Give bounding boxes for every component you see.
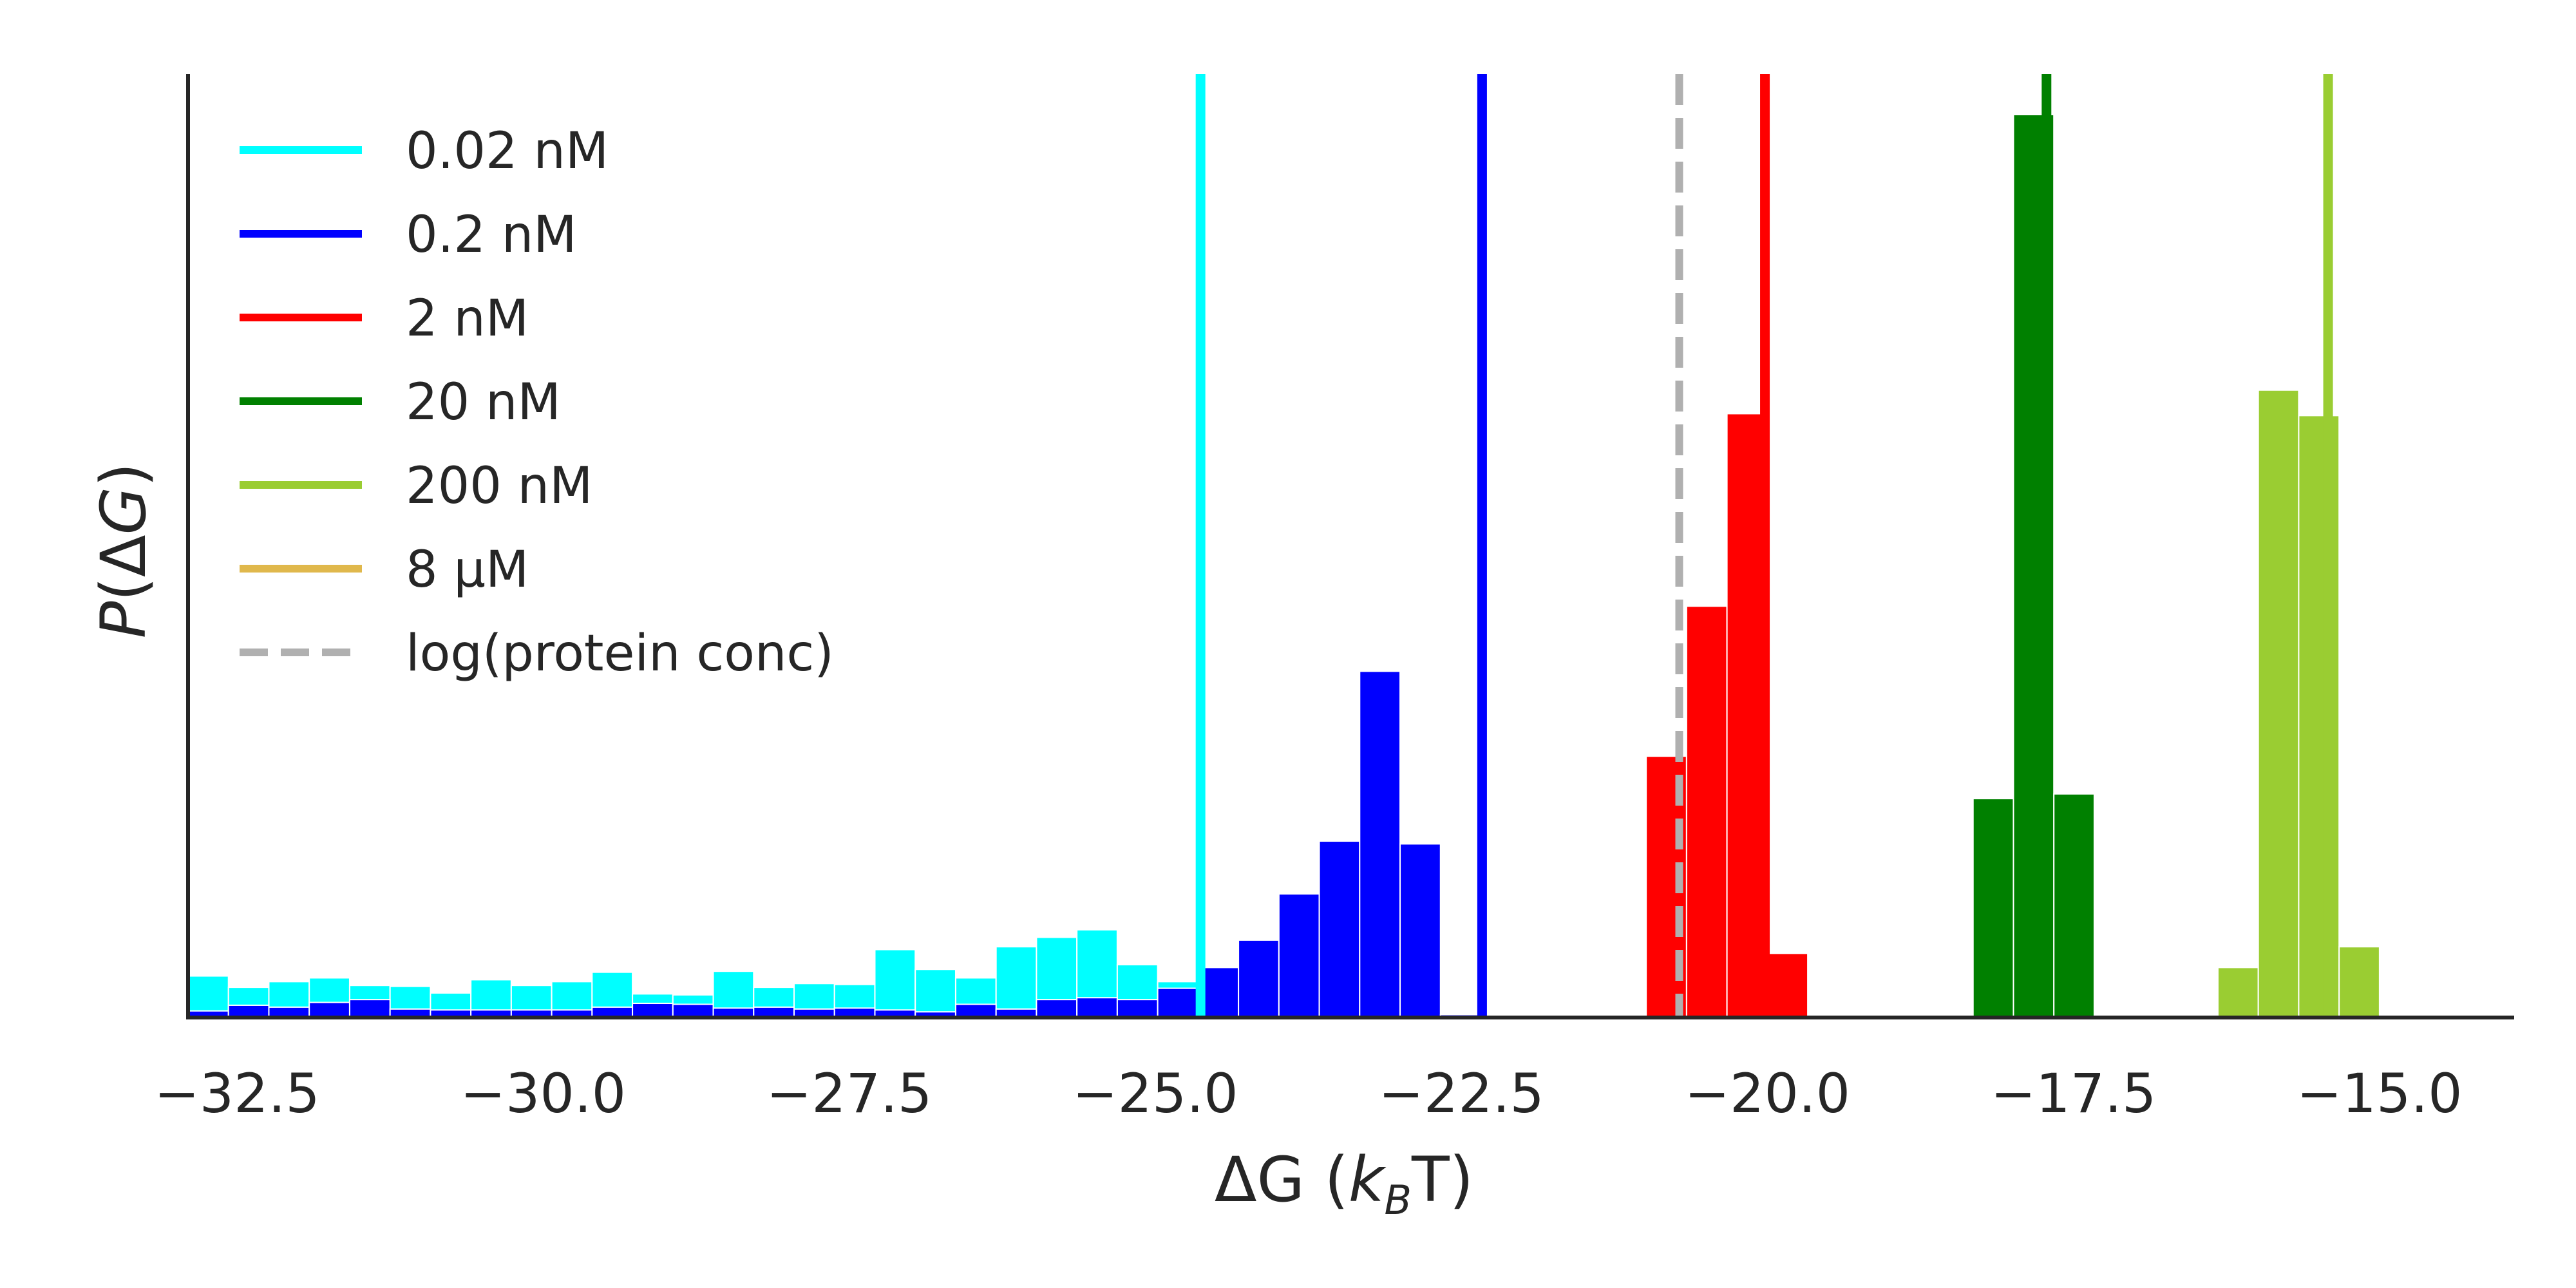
legend-label: 0.02 nM xyxy=(406,122,609,180)
legend-label: 8 μM xyxy=(406,541,529,599)
legend-item-200-nm: 200 nM xyxy=(240,457,592,515)
x-tick-label: −17.5 xyxy=(1991,1062,2156,1125)
legend-label: 2 nM xyxy=(406,290,529,348)
bar-0-2-nm-21 xyxy=(1036,999,1078,1019)
bar-0-2-nm-11 xyxy=(632,1003,674,1019)
bar-0-02-nm-17 xyxy=(874,949,916,1019)
bar-0-2-nm-29 xyxy=(1359,670,1401,1018)
bar-0-2-nm-30 xyxy=(1399,843,1441,1018)
bar-0-2-nm-24 xyxy=(1157,987,1199,1018)
legend-label: 200 nM xyxy=(406,457,592,515)
bar-0-2-nm-19 xyxy=(954,1003,997,1018)
legend-item-2-nm: 2 nM xyxy=(240,290,529,348)
x-tick-label: −20.0 xyxy=(1685,1062,1850,1125)
legend-item-0-2-nm: 0.2 nM xyxy=(240,206,577,264)
bar-200-nm-1 xyxy=(2257,389,2300,1018)
x-tick-label: −27.5 xyxy=(766,1062,932,1125)
bar-0-2-nm-3 xyxy=(308,1001,350,1019)
x-tick-label: −25.0 xyxy=(1072,1062,1238,1125)
bar-0-2-nm-12 xyxy=(672,1003,714,1018)
legend-item-log-protein-conc: log(protein conc) xyxy=(240,625,834,683)
x-tick-label: −30.0 xyxy=(460,1062,626,1125)
bar-0-2-nm-4 xyxy=(348,999,391,1019)
vertical-lines xyxy=(1195,74,2333,1018)
bar-0-2-nm-23 xyxy=(1116,999,1159,1019)
bar-200-nm-2 xyxy=(2298,415,2340,1018)
bar-200-nm-3 xyxy=(2338,946,2380,1018)
legend-item-0-02-nm: 0.02 nM xyxy=(240,122,609,180)
legend-label: log(protein conc) xyxy=(406,625,834,683)
bar-2-nm-1 xyxy=(1685,605,1728,1018)
legend: 0.02 nM 0.2 nM 2 nM 20 nM 200 nM 8 μM log(prot… xyxy=(240,122,834,683)
x-tick-labels: −32.5 −30.0 −27.5 −25.0 −22.5 −20.0 −17.5 −15.0 xyxy=(154,1062,2462,1125)
legend-label: 20 nM xyxy=(406,374,561,431)
x-tick-label: −32.5 xyxy=(154,1062,319,1125)
x-tick-label: −15.0 xyxy=(2297,1062,2462,1125)
legend-item-20-nm: 20 nM xyxy=(240,374,561,431)
x-axis-label: ΔG (kBT) xyxy=(1215,1144,1473,1224)
bar-0-2-nm-26 xyxy=(1238,939,1280,1018)
legend-item-8-m: 8 μM xyxy=(240,541,529,599)
bar-0-2-nm-22 xyxy=(1076,997,1118,1018)
histogram-bars xyxy=(187,113,2380,1019)
bar-0-2-nm-28 xyxy=(1318,840,1361,1019)
y-axis-label: P(ΔG) xyxy=(88,463,160,639)
legend-label: 0.2 nM xyxy=(406,206,577,264)
bar-200-nm-0 xyxy=(2217,967,2259,1018)
bar-20-nm-2 xyxy=(2053,793,2095,1019)
bar-20-nm-0 xyxy=(1972,798,2014,1018)
bar-2-nm-3 xyxy=(1766,952,1809,1019)
x-tick-label: −22.5 xyxy=(1378,1062,1544,1125)
bar-0-2-nm-27 xyxy=(1278,893,1320,1018)
bar-0-02-nm-18 xyxy=(914,969,956,1019)
bar-0-02-nm-20 xyxy=(995,946,1037,1018)
